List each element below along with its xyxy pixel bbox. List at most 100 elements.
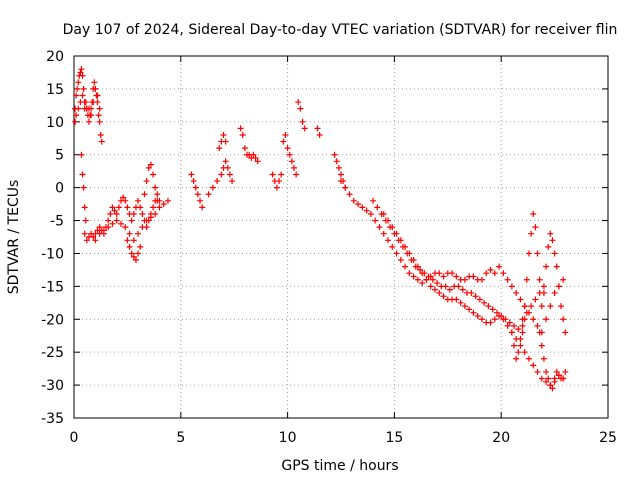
data-point bbox=[481, 299, 488, 306]
data-point bbox=[449, 270, 456, 277]
data-point bbox=[384, 237, 391, 244]
data-point bbox=[389, 224, 396, 231]
y-tick-label: 15 bbox=[46, 82, 64, 98]
data-point bbox=[500, 316, 507, 323]
data-point bbox=[384, 217, 391, 224]
data-point bbox=[487, 319, 494, 326]
data-point bbox=[143, 217, 150, 224]
data-point bbox=[417, 266, 424, 273]
data-point bbox=[81, 204, 88, 211]
data-point bbox=[485, 303, 492, 310]
data-point bbox=[282, 131, 289, 138]
data-point bbox=[96, 118, 103, 125]
data-point bbox=[515, 326, 522, 333]
data-point bbox=[92, 237, 99, 244]
data-point bbox=[333, 158, 340, 165]
data-point bbox=[562, 329, 569, 336]
data-point bbox=[95, 112, 102, 119]
data-point bbox=[130, 210, 137, 217]
data-point bbox=[122, 224, 129, 231]
data-point bbox=[560, 276, 567, 283]
data-point bbox=[135, 197, 142, 204]
data-point bbox=[115, 204, 122, 211]
data-point bbox=[380, 210, 387, 217]
data-point bbox=[152, 184, 159, 191]
data-point bbox=[431, 286, 438, 293]
data-point bbox=[224, 164, 231, 171]
data-point bbox=[107, 210, 114, 217]
data-point bbox=[299, 118, 306, 125]
data-point bbox=[558, 303, 565, 310]
data-point bbox=[331, 151, 338, 158]
data-point bbox=[453, 296, 460, 303]
data-point bbox=[440, 273, 447, 280]
data-point bbox=[532, 296, 539, 303]
data-point bbox=[120, 194, 127, 201]
data-point bbox=[538, 375, 545, 382]
data-point bbox=[79, 92, 86, 99]
data-point bbox=[429, 276, 436, 283]
data-point bbox=[77, 69, 84, 76]
data-point bbox=[545, 375, 552, 382]
x-tick-label: 25 bbox=[599, 430, 617, 446]
data-point bbox=[521, 303, 528, 310]
data-point bbox=[536, 276, 543, 283]
data-point bbox=[376, 224, 383, 231]
data-point bbox=[389, 243, 396, 250]
data-point bbox=[519, 329, 526, 336]
data-point bbox=[380, 230, 387, 237]
data-point bbox=[534, 322, 541, 329]
data-point bbox=[530, 210, 537, 217]
data-point bbox=[511, 342, 518, 349]
data-point bbox=[100, 227, 107, 234]
data-point bbox=[190, 178, 197, 185]
data-point bbox=[406, 250, 413, 257]
y-axis-label: SDTVAR / TECUs bbox=[6, 180, 22, 295]
data-point bbox=[164, 197, 171, 204]
data-point bbox=[85, 105, 92, 112]
data-point bbox=[519, 322, 526, 329]
data-point bbox=[551, 378, 558, 385]
data-point bbox=[523, 309, 530, 316]
data-point bbox=[150, 204, 157, 211]
data-point bbox=[540, 283, 547, 290]
x-tick-label: 15 bbox=[385, 430, 403, 446]
data-point bbox=[547, 303, 554, 310]
data-point bbox=[109, 204, 116, 211]
data-point bbox=[487, 266, 494, 273]
data-point bbox=[88, 112, 95, 119]
data-point bbox=[96, 230, 103, 237]
data-point bbox=[137, 243, 144, 250]
data-point bbox=[80, 85, 87, 92]
data-point bbox=[538, 303, 545, 310]
y-tick-label: 20 bbox=[46, 49, 64, 65]
data-point bbox=[188, 171, 195, 178]
data-point bbox=[500, 270, 507, 277]
data-point bbox=[74, 85, 81, 92]
data-point bbox=[367, 210, 374, 217]
data-point bbox=[370, 197, 377, 204]
data-point bbox=[508, 329, 515, 336]
data-point bbox=[147, 214, 154, 221]
data-point bbox=[508, 283, 515, 290]
data-point bbox=[555, 372, 562, 379]
data-point bbox=[538, 342, 545, 349]
data-point bbox=[459, 286, 466, 293]
data-point bbox=[297, 105, 304, 112]
data-point bbox=[521, 349, 528, 356]
y-tick-label: 0 bbox=[55, 181, 64, 197]
data-point bbox=[440, 293, 447, 300]
data-point bbox=[393, 250, 400, 257]
data-point bbox=[457, 299, 464, 306]
data-point bbox=[530, 316, 537, 323]
data-point bbox=[525, 250, 532, 257]
data-point bbox=[220, 131, 227, 138]
data-series-sdtvar bbox=[72, 66, 569, 392]
data-point bbox=[73, 112, 80, 119]
data-point bbox=[442, 283, 449, 290]
data-point bbox=[545, 243, 552, 250]
data-point bbox=[314, 125, 321, 132]
data-point bbox=[124, 237, 131, 244]
data-point bbox=[132, 257, 139, 264]
data-point bbox=[534, 368, 541, 375]
